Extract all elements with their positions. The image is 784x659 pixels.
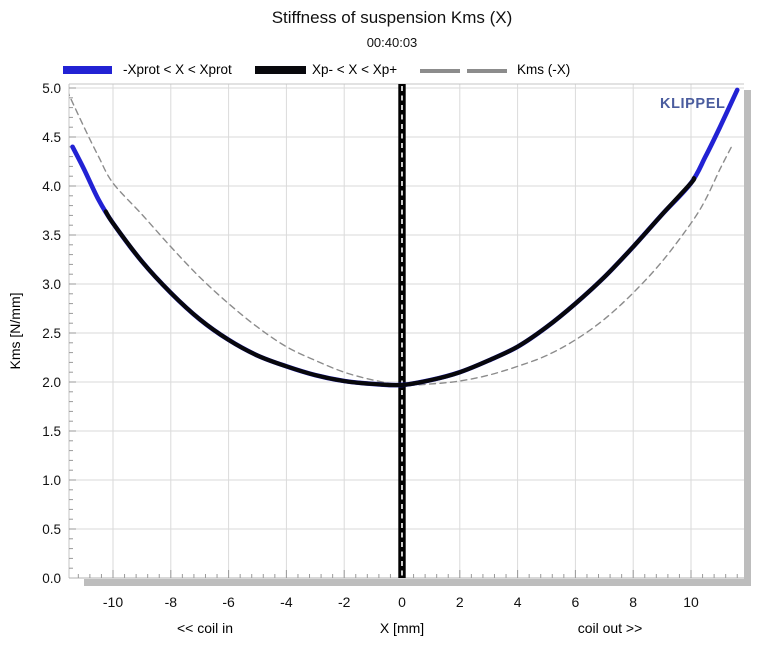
svg-text:8: 8	[629, 594, 637, 610]
legend-swatch-xprot-line	[63, 66, 112, 74]
svg-text:6: 6	[572, 594, 580, 610]
svg-text:-6: -6	[222, 594, 235, 610]
svg-text:2.5: 2.5	[42, 326, 61, 341]
svg-text:-8: -8	[165, 594, 178, 610]
tick-labels: 0.0 0.5 1.0 1.5 2.0 2.5 3.0 3.5 4.0 4.5 5.0 -10 -8 -6…	[42, 81, 699, 610]
chart-title: Stiffness of suspension Kms (X)	[271, 8, 513, 27]
svg-text:0.5: 0.5	[42, 522, 61, 537]
svg-text:2: 2	[456, 594, 464, 610]
gridlines	[69, 84, 744, 578]
chart-subtitle: 00:40:03	[366, 35, 418, 50]
svg-text:10: 10	[683, 594, 699, 610]
svg-text:-10: -10	[103, 594, 123, 610]
shadow-right	[744, 90, 751, 586]
svg-text:0: 0	[398, 594, 406, 610]
x-axis-label: X [mm]	[379, 620, 425, 636]
legend-label-kms-mirror: Kms (-X)	[517, 62, 571, 77]
svg-text:2.0: 2.0	[42, 375, 61, 390]
svg-text:4.5: 4.5	[42, 130, 61, 145]
plot-frame	[68, 83, 751, 586]
legend-label-xp: Xp- < X < Xp+	[312, 62, 398, 77]
curves	[69, 87, 740, 388]
svg-text:-2: -2	[338, 594, 351, 610]
svg-text:5.0: 5.0	[42, 81, 61, 96]
series-xp-x-xp-	[103, 176, 697, 388]
svg-text:4.0: 4.0	[42, 179, 61, 194]
svg-text:-4: -4	[280, 594, 293, 610]
x-axis-label-coil-out: coil out >>	[577, 620, 643, 636]
svg-text:4: 4	[514, 594, 522, 610]
legend-label-xprot: -Xprot < X < Xprot	[123, 62, 232, 77]
svg-text:3.5: 3.5	[42, 228, 61, 243]
x-axis-label-coil-in: << coil in	[176, 620, 234, 636]
svg-text:1.0: 1.0	[42, 473, 61, 488]
legend-swatch-kms-mirror-seg1	[420, 69, 460, 73]
legend-swatch-kms-mirror-seg2	[467, 69, 507, 73]
zero-marker	[398, 84, 406, 578]
svg-text:1.5: 1.5	[42, 424, 61, 439]
shadow-bottom	[84, 579, 751, 586]
legend-swatch-xp-line	[255, 66, 306, 74]
y-axis-label: Kms [N/mm]	[7, 292, 23, 370]
svg-text:0.0: 0.0	[42, 571, 61, 586]
klippel-watermark: KLIPPEL	[660, 96, 726, 112]
svg-text:3.0: 3.0	[42, 277, 61, 292]
